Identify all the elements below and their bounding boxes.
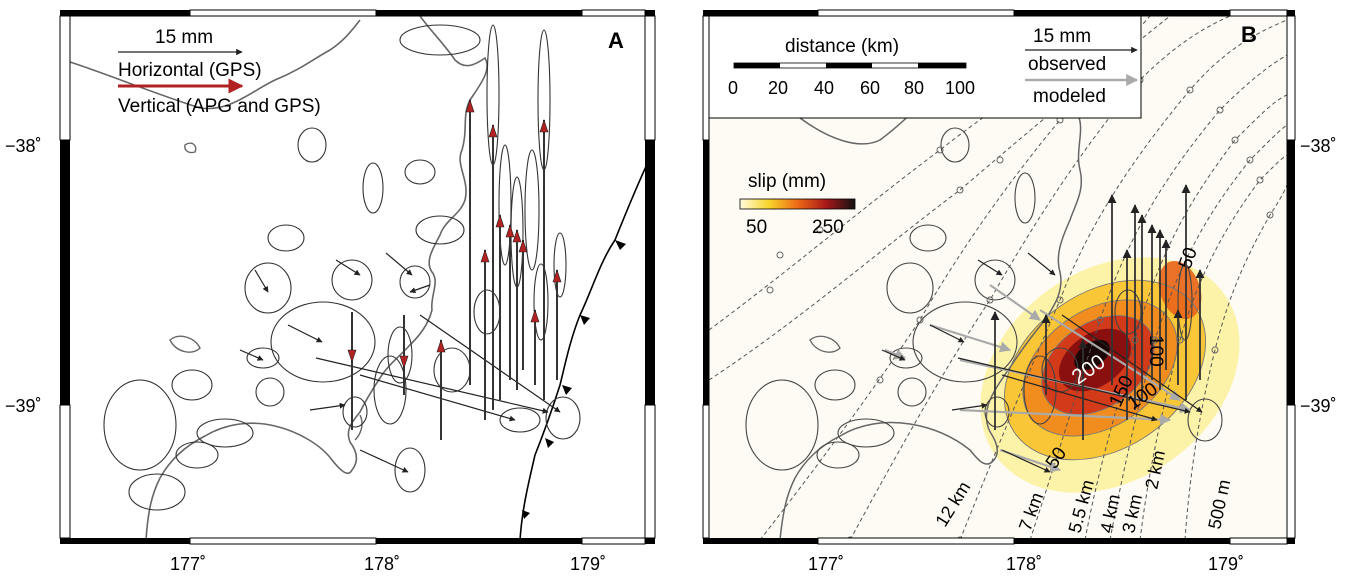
lon-label: 177˚ bbox=[808, 554, 844, 574]
observed-label: observed bbox=[1028, 54, 1106, 75]
slip-colorbar: slip (mm) 50 250 bbox=[739, 171, 856, 238]
panel-b-label: B bbox=[1241, 22, 1257, 47]
depth-contours bbox=[709, 16, 1287, 540]
panel-a-map bbox=[66, 16, 649, 540]
frame-ticks bbox=[702, 9, 1296, 545]
panel-a: A 15 mm Horizontal (GPS) Vertical (APG a… bbox=[5, 9, 656, 574]
scalebar bbox=[733, 62, 967, 69]
legend-horizontal-label: Horizontal (GPS) bbox=[118, 60, 262, 81]
scalebar-tick: 60 bbox=[860, 78, 880, 98]
panel-a-label: A bbox=[608, 28, 624, 53]
lon-label: 179˚ bbox=[1208, 554, 1244, 574]
frame-ticks bbox=[59, 9, 656, 545]
vector-scale-label: 15 mm bbox=[1033, 26, 1091, 47]
scalebar-tick: 0 bbox=[728, 78, 738, 98]
lat-label: −39˚ bbox=[1300, 396, 1337, 416]
contour-label: 100 bbox=[1145, 335, 1166, 367]
lon-label: 179˚ bbox=[570, 554, 606, 574]
observed-arrows bbox=[881, 252, 1203, 473]
lat-label: −38˚ bbox=[5, 136, 42, 156]
panel-b-legend-box: distance (km) 0 20 40 60 80 100 15 mm ob… bbox=[708, 15, 1142, 119]
lon-label: 178˚ bbox=[1006, 554, 1042, 574]
vertical-arrows bbox=[351, 100, 558, 440]
error-ellipses bbox=[745, 127, 1223, 471]
trench-line bbox=[519, 159, 649, 540]
scalebar-tick: 80 bbox=[904, 78, 924, 98]
scalebar-tick: 100 bbox=[945, 78, 975, 98]
slip-legend-tick: 250 bbox=[812, 217, 844, 238]
panel-a-legend: 15 mm Horizontal (GPS) Vertical (APG and… bbox=[118, 27, 321, 117]
lat-label: −39˚ bbox=[5, 396, 42, 416]
legend-scale-label: 15 mm bbox=[155, 27, 213, 48]
station-markers bbox=[766, 36, 1274, 540]
error-ellipses bbox=[103, 24, 581, 511]
slip-legend-title: slip (mm) bbox=[748, 171, 826, 192]
panel-b-map bbox=[709, 16, 1287, 540]
lon-label: 177˚ bbox=[170, 554, 206, 574]
lat-label: −38˚ bbox=[1300, 136, 1337, 156]
scalebar-tick: 40 bbox=[814, 78, 834, 98]
legend-vertical-label: Vertical (APG and GPS) bbox=[118, 96, 321, 117]
vertical-arrowheads bbox=[347, 99, 562, 369]
modeled-label: modeled bbox=[1033, 86, 1106, 107]
lon-label: 178˚ bbox=[364, 554, 400, 574]
vertical-arrows bbox=[990, 184, 1205, 440]
scalebar-title: distance (km) bbox=[785, 36, 899, 57]
slip-legend-tick: 50 bbox=[746, 217, 767, 238]
gps-horizontal-arrows bbox=[239, 252, 561, 473]
scalebar-tick: 20 bbox=[768, 78, 788, 98]
panel-b: 200 150 100 100 50 50 12 km 7 km 5.5 km … bbox=[702, 9, 1337, 574]
